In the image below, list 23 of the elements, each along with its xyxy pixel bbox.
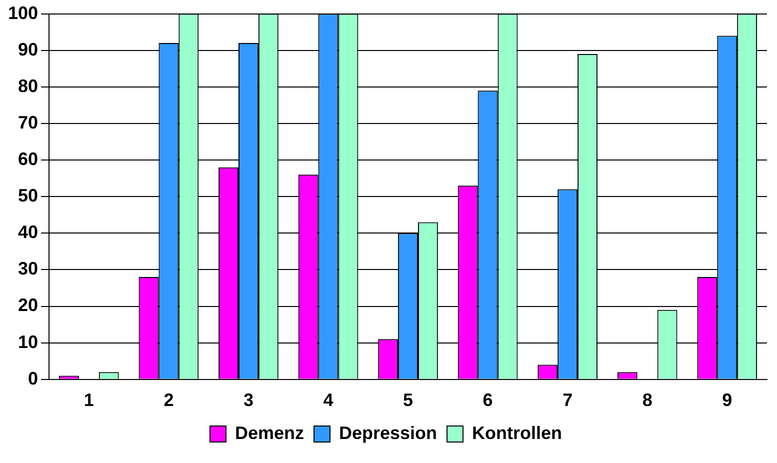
y-tick-label: 20 (18, 295, 38, 316)
y-tick-label: 80 (18, 76, 38, 96)
x-tick-label: 8 (642, 390, 652, 410)
y-tick-label: 60 (18, 149, 38, 170)
x-tick-label: 5 (403, 390, 414, 410)
x-tick-label: 3 (243, 390, 254, 410)
legend-label: Depression (339, 422, 438, 443)
x-tick-label: 9 (722, 390, 732, 410)
x-tick-label: 6 (482, 390, 493, 410)
legend-label: Demenz (234, 422, 304, 443)
legend-label: Kontrollen (472, 422, 562, 443)
y-tick-label: 50 (18, 186, 38, 206)
y-tick-label: 40 (18, 222, 38, 242)
x-tick-label: 2 (164, 390, 174, 410)
x-tick-label: 1 (84, 390, 94, 410)
y-tick-label: 30 (18, 258, 38, 279)
y-tick-label: 100 (8, 2, 38, 23)
x-tick-label: 7 (562, 390, 573, 410)
x-tick-label: 4 (323, 390, 334, 410)
y-tick-label: 10 (18, 332, 38, 352)
y-tick-label: 0 (28, 368, 38, 388)
y-tick-label: 70 (18, 112, 38, 132)
y-tick-label: 90 (18, 39, 38, 60)
